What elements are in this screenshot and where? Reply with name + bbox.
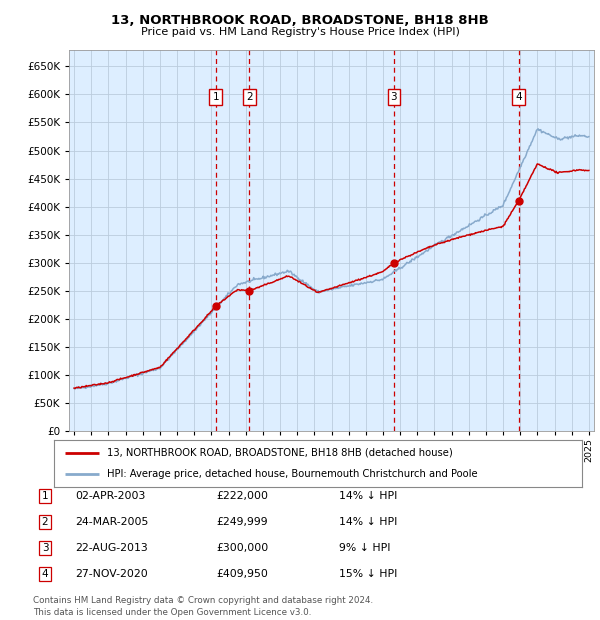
Text: 24-MAR-2005: 24-MAR-2005: [75, 517, 148, 527]
Text: 4: 4: [41, 569, 49, 579]
Text: 1: 1: [212, 92, 219, 102]
Text: 27-NOV-2020: 27-NOV-2020: [75, 569, 148, 579]
Text: 3: 3: [41, 543, 49, 553]
Text: 22-AUG-2013: 22-AUG-2013: [75, 543, 148, 553]
Text: 13, NORTHBROOK ROAD, BROADSTONE, BH18 8HB (detached house): 13, NORTHBROOK ROAD, BROADSTONE, BH18 8H…: [107, 448, 452, 458]
Text: 02-APR-2003: 02-APR-2003: [75, 491, 145, 501]
Text: 9% ↓ HPI: 9% ↓ HPI: [339, 543, 391, 553]
Text: 2: 2: [246, 92, 253, 102]
Text: £249,999: £249,999: [216, 517, 268, 527]
Text: 15% ↓ HPI: 15% ↓ HPI: [339, 569, 397, 579]
Text: £222,000: £222,000: [216, 491, 268, 501]
Text: Contains HM Land Registry data © Crown copyright and database right 2024.
This d: Contains HM Land Registry data © Crown c…: [33, 596, 373, 617]
Text: £300,000: £300,000: [216, 543, 268, 553]
Text: 2: 2: [41, 517, 49, 527]
Text: 1: 1: [41, 491, 49, 501]
Text: 4: 4: [515, 92, 522, 102]
Text: £409,950: £409,950: [216, 569, 268, 579]
Text: Price paid vs. HM Land Registry's House Price Index (HPI): Price paid vs. HM Land Registry's House …: [140, 27, 460, 37]
Text: 14% ↓ HPI: 14% ↓ HPI: [339, 517, 397, 527]
Text: 13, NORTHBROOK ROAD, BROADSTONE, BH18 8HB: 13, NORTHBROOK ROAD, BROADSTONE, BH18 8H…: [111, 14, 489, 27]
Text: HPI: Average price, detached house, Bournemouth Christchurch and Poole: HPI: Average price, detached house, Bour…: [107, 469, 478, 479]
Text: 14% ↓ HPI: 14% ↓ HPI: [339, 491, 397, 501]
Text: 3: 3: [391, 92, 397, 102]
